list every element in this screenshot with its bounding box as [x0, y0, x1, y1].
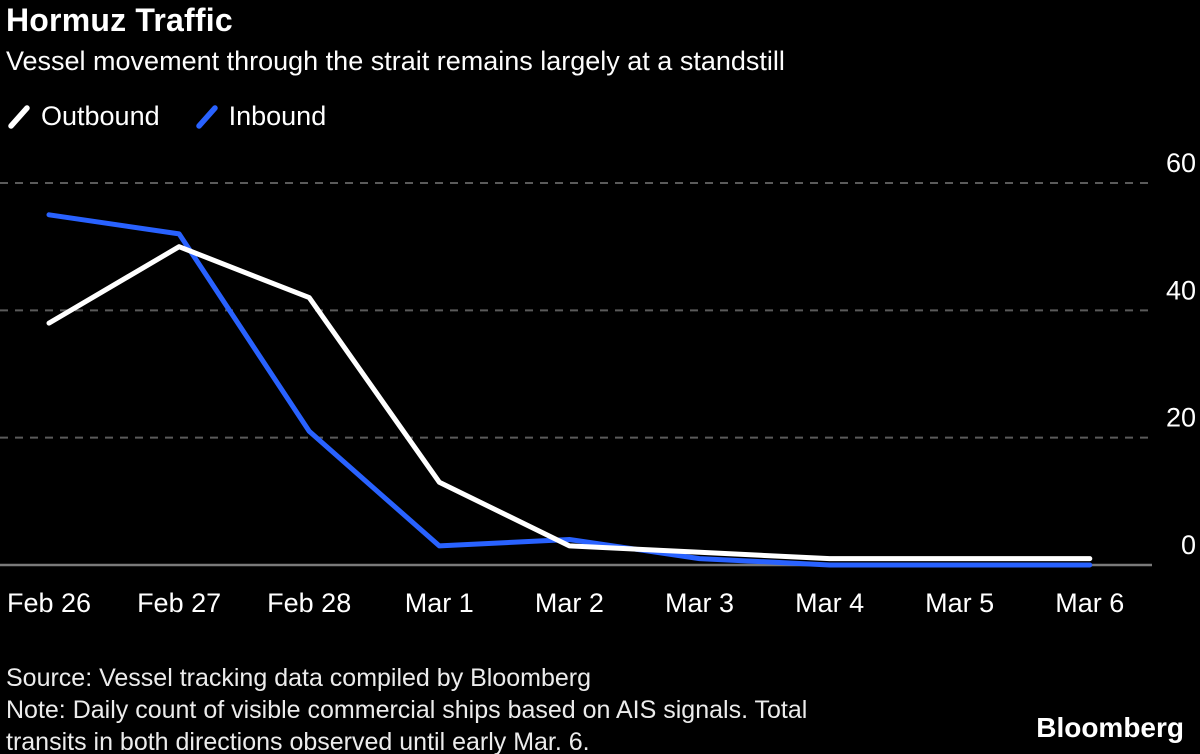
footnotes: Source: Vessel tracking data compiled by… [6, 662, 807, 754]
series-line-inbound [46, 212, 1093, 568]
y-tick-label: 0 [1181, 530, 1196, 560]
bloomberg-logo: Bloomberg [1036, 712, 1184, 743]
chart-title: Hormuz Traffic [6, 2, 233, 38]
source-text: Source: Vessel tracking data compiled by… [6, 664, 592, 692]
y-tick-label: 60 [1166, 148, 1196, 178]
series-line-outbound [46, 244, 1093, 562]
x-tick-label: Mar 2 [535, 588, 604, 618]
x-tick-label: Mar 3 [665, 588, 734, 618]
x-tick-label: Mar 6 [1055, 588, 1124, 618]
legend-item-inbound: Inbound [194, 101, 327, 132]
x-tick-label: Mar 1 [405, 588, 474, 618]
x-tick-label: Mar 4 [795, 588, 864, 618]
y-tick-label: 40 [1166, 275, 1196, 305]
legend-label-outbound: Outbound [41, 101, 160, 131]
legend: Outbound Inbound [6, 101, 326, 132]
x-tick-label: Feb 27 [137, 588, 221, 618]
note-text-line1: Note: Daily count of visible commercial … [6, 696, 808, 724]
x-tick-label: Feb 28 [267, 588, 351, 618]
y-tick-label: 20 [1166, 403, 1196, 433]
note-text-line2: transits in both directions observed unt… [6, 728, 590, 754]
legend-item-outbound: Outbound [6, 101, 160, 132]
x-tick-label: Feb 26 [7, 588, 91, 618]
outbound-line-swatch-icon [8, 104, 30, 129]
line-chart: 0 20 40 60 Feb 26 Feb 27 Feb 28 Mar 1 Mar 2 Mar 3… [0, 148, 1196, 618]
x-tick-label: Mar 5 [925, 588, 994, 618]
legend-label-inbound: Inbound [228, 101, 327, 131]
chart-subtitle: Vessel movement through the strait remai… [6, 46, 785, 76]
inbound-line-swatch-icon [195, 104, 218, 129]
